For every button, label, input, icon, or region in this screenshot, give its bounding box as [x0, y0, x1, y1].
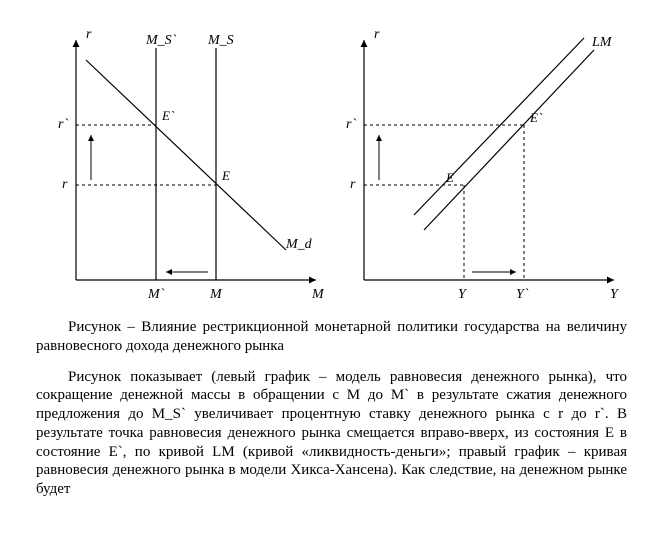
md-label: M_d [285, 237, 313, 252]
lm-line-2 [414, 38, 584, 215]
ms-prime-label: M_S` [145, 33, 177, 48]
tick-r-prime: r` [58, 117, 68, 132]
tick-m-prime: M` [147, 287, 165, 302]
point-e: E [221, 168, 230, 183]
point-e-prime: E` [529, 110, 543, 125]
tick-y-prime: Y` [516, 287, 529, 302]
lm-label: LM [591, 35, 613, 50]
tick-m: M [209, 287, 223, 302]
figure-caption: Рисунок – Влияние рестрикционной монетар… [36, 318, 627, 356]
x-axis-label: Y [610, 287, 620, 302]
tick-r: r [62, 177, 68, 192]
body-paragraph: Рисунок показывает (левый график – модел… [36, 368, 627, 499]
x-axis-label: M [311, 287, 325, 302]
left-chart: r M r` r M` M M_S` M_S M_d E E` [36, 20, 326, 310]
y-axis-label: r [86, 27, 92, 42]
point-e: E [445, 170, 454, 185]
right-chart: r Y LM r` r Y Y` E E` [334, 20, 624, 310]
tick-y: Y [458, 287, 468, 302]
tick-r: r [350, 177, 356, 192]
md-line [86, 60, 286, 250]
tick-r-prime: r` [346, 117, 356, 132]
figure-row: r M r` r M` M M_S` M_S M_d E E` [36, 20, 627, 310]
point-e-prime: E` [161, 108, 175, 123]
lm-line-1 [424, 50, 594, 230]
ms-label: M_S [207, 33, 234, 48]
y-axis-label: r [374, 27, 380, 42]
